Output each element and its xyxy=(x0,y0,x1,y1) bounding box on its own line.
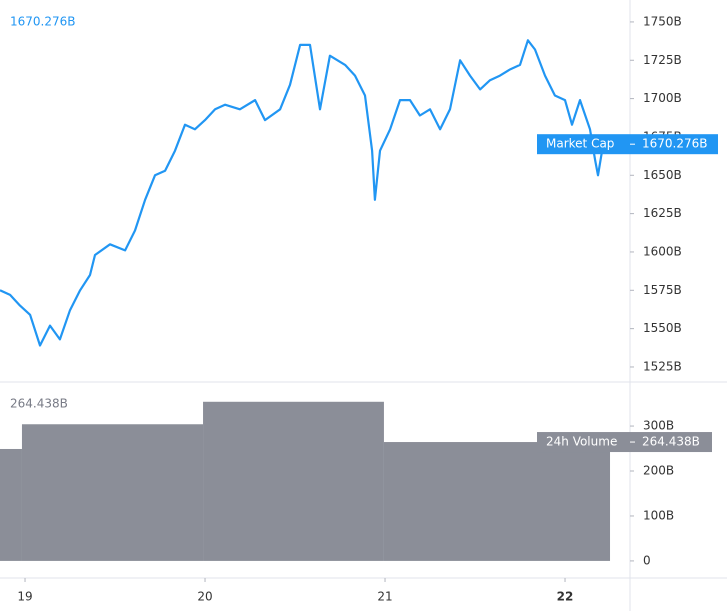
y-tick-label: 300B xyxy=(643,419,674,433)
x-tick-label: 20 xyxy=(197,590,212,604)
value-tag xyxy=(537,432,712,453)
value-tag-value: 264.438B xyxy=(642,435,700,449)
value-tag-name: 24h Volume xyxy=(546,435,617,449)
value-tag-name: Market Cap xyxy=(546,137,614,151)
y-tick-label: 1625B xyxy=(643,206,682,220)
y-tick-label: 100B xyxy=(643,508,674,522)
current-value: 264.438B xyxy=(10,397,68,411)
y-tick-label: 1650B xyxy=(643,168,682,182)
y-tick-label: 1725B xyxy=(643,53,682,67)
volume-bar xyxy=(383,442,611,561)
y-tick-label: 1550B xyxy=(643,321,682,335)
volume-bar xyxy=(203,401,384,561)
market-cap-line xyxy=(0,39,608,347)
value-tag-value: 1670.276B xyxy=(642,137,708,151)
x-tick-label: 21 xyxy=(377,590,392,604)
y-tick-label: 1600B xyxy=(643,244,682,258)
volume-bar xyxy=(21,424,204,561)
x-tick-label: 19 xyxy=(17,590,32,604)
y-tick-label: 1750B xyxy=(643,14,682,28)
current-value: 1670.276B xyxy=(10,15,76,29)
y-tick-label: 1525B xyxy=(643,359,682,373)
volume-bar xyxy=(0,448,22,561)
y-tick-label: 0 xyxy=(643,553,651,567)
y-tick-label: 1575B xyxy=(643,283,682,297)
y-tick-label: 200B xyxy=(643,464,674,478)
value-tag xyxy=(537,134,718,155)
y-tick-label: 1700B xyxy=(643,91,682,105)
x-tick-label: 22 xyxy=(557,590,574,604)
